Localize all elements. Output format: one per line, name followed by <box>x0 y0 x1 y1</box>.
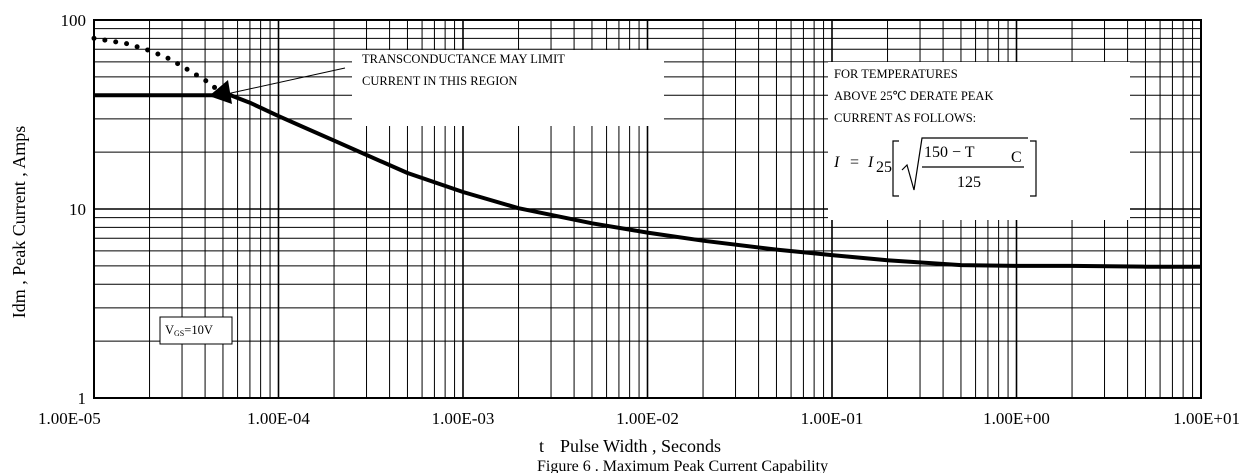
formula-equals: = <box>850 154 859 171</box>
transconductance-note-line-2: CURRENT IN THIS REGION <box>362 74 517 88</box>
transconductance-note: TRANSCONDUCTANCE MAY LIMIT CURRENT IN TH… <box>209 50 664 126</box>
transconductance-note-box <box>352 50 664 126</box>
y-tick-label: 100 <box>61 11 87 30</box>
derating-formula: I = I 25 150 − T C 125 <box>833 137 1037 197</box>
vgs-label-v: V <box>165 323 174 337</box>
vgs-label-rest: =10V <box>184 323 213 337</box>
formula-left-bracket <box>892 140 899 197</box>
x-tick-label: 1.00E+01 <box>1173 409 1240 428</box>
formula-i: I <box>867 154 874 171</box>
x-tick-label: 1.00E-03 <box>432 409 495 428</box>
y-axis-label: Idm , Peak Current , Amps <box>9 126 29 318</box>
x-axis-label: Pulse Width , Seconds <box>560 436 721 456</box>
formula-numerator-sub: C <box>1011 149 1022 166</box>
transconductance-note-line-1: TRANSCONDUCTANCE MAY LIMIT <box>362 52 565 66</box>
x-tick-labels: 1.00E-05 1.00E-04 1.00E-03 1.00E-02 1.00E-01… <box>38 409 1240 428</box>
formula-lhs: I <box>833 154 840 171</box>
vgs-label: VGS=10V <box>159 316 233 345</box>
y-tick-labels: 1 10 100 <box>61 11 87 408</box>
plot-frame <box>93 19 1202 399</box>
x-tick-label: 1.00E-04 <box>247 409 310 428</box>
x-axis-label-prefix: t <box>539 436 544 456</box>
figure-caption: Figure 6 . Maximum Peak Current Capabili… <box>537 458 828 473</box>
y-tick-label: 1 <box>78 389 87 408</box>
formula-radical <box>901 137 1028 191</box>
formula-i-sub: 25 <box>876 159 892 176</box>
series-line-dotted <box>91 35 226 96</box>
derating-note-line-3: CURRENT AS FOLLOWS: <box>834 111 976 125</box>
transconductance-arrowhead <box>209 80 232 104</box>
derating-note: FOR TEMPERATURES ABOVE 25℃ DERATE PEAK C… <box>828 62 1130 220</box>
transconductance-leader-line <box>221 67 346 96</box>
y-tick-label: 10 <box>69 200 86 219</box>
formula-numerator: 150 − T <box>924 144 975 161</box>
vgs-label-sub: GS <box>174 329 184 338</box>
formula-right-bracket <box>1030 140 1037 197</box>
x-tick-label: 1.00E-05 <box>38 409 101 428</box>
x-tick-label: 1.00E+00 <box>983 409 1050 428</box>
vgs-label-text: VGS=10V <box>165 323 213 338</box>
derating-note-box <box>828 62 1130 220</box>
derating-note-line-1: FOR TEMPERATURES <box>834 67 958 81</box>
x-tick-label: 1.00E-02 <box>616 409 679 428</box>
derating-note-line-2: ABOVE 25℃ DERATE PEAK <box>834 89 993 103</box>
x-tick-label: 1.00E-01 <box>801 409 864 428</box>
vgs-label-box <box>159 316 233 345</box>
formula-denominator: 125 <box>957 174 981 191</box>
